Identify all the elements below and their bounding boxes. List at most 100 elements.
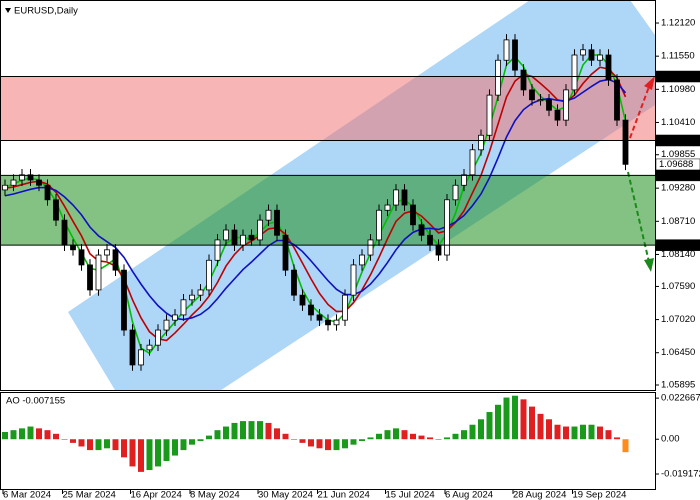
ao-bar: [316, 439, 323, 449]
ao-bar: [87, 439, 93, 451]
ao-bar: [189, 439, 195, 445]
x-tick-label: 25 Mar 2024: [63, 490, 116, 500]
candle-body: [299, 294, 306, 306]
level-badge: [655, 134, 700, 147]
main-frame: [0, 0, 656, 391]
ao-bar: [418, 435, 425, 440]
ao-bar: [554, 424, 561, 440]
candle-body: [469, 149, 476, 176]
level-label: 1.09500: [659, 170, 693, 181]
y-tick-label: 1.07590: [661, 281, 695, 292]
ao-bar: [78, 439, 85, 447]
candle-body: [410, 204, 416, 226]
ao-bar: [146, 439, 153, 471]
current-price-label: 1.09688: [659, 159, 693, 170]
ao-bar: [503, 397, 510, 440]
ao-bar: [121, 439, 127, 458]
candle-body: [614, 79, 620, 121]
y-tick-label: 1.12120: [661, 18, 695, 29]
candle-body: [206, 259, 212, 291]
level-badge: [655, 239, 700, 251]
candle-body: [367, 239, 374, 256]
candle-body: [452, 184, 459, 201]
x-tick-label: 21 Jun 2024: [318, 490, 370, 500]
y-tick-label: 1.08710: [661, 216, 695, 227]
ao-bar: [529, 406, 535, 440]
ao-bar: [461, 430, 467, 440]
candle-body: [622, 119, 629, 165]
candle-body: [308, 304, 314, 316]
candle-body: [163, 319, 170, 331]
menu-triangle: [5, 8, 11, 13]
ao-panel: [2, 395, 629, 472]
ao-bar: [172, 439, 178, 456]
candle-body: [554, 109, 561, 121]
candle-body: [393, 189, 399, 206]
candle-body: [10, 179, 17, 186]
ao-bar: [2, 431, 8, 440]
ao-bar: [325, 439, 331, 451]
ao-bar: [478, 419, 484, 440]
candle-body: [27, 174, 34, 181]
ao-bar: [27, 426, 34, 440]
candle-body: [597, 54, 603, 61]
ao-bar: [291, 439, 297, 440]
ao-bar: [10, 430, 17, 440]
ao-bar: [537, 413, 544, 440]
y-tick-label: 1.08140: [661, 249, 695, 260]
ao-bar: [469, 424, 476, 440]
ao-bar: [257, 421, 263, 440]
y-tick-label: 0.00: [661, 434, 680, 445]
candle-body: [444, 199, 450, 256]
candle-body: [53, 199, 59, 221]
arrow-head: [644, 76, 655, 90]
candle-body: [486, 94, 493, 136]
ao-bar: [427, 437, 433, 440]
x-tick-label: 6 Aug 2024: [445, 490, 493, 500]
current-price-badge: [655, 158, 700, 171]
candle-body: [70, 244, 76, 251]
candle-body: [588, 49, 595, 61]
x-tick-label: 6 Mar 2024: [3, 490, 51, 500]
ao-bar: [240, 421, 246, 440]
candle-body: [265, 209, 272, 221]
candle-body: [240, 234, 246, 246]
candle-body: [44, 184, 51, 201]
overlay: [0, 76, 655, 272]
ao-bar: [512, 395, 518, 440]
candle-body: [180, 299, 187, 316]
ao-bar: [248, 421, 255, 440]
candle-body: [376, 209, 382, 241]
ao-bar: [206, 435, 212, 440]
ao-bar: [129, 439, 136, 467]
candle-body: [197, 289, 204, 296]
candle-body: [418, 224, 425, 236]
y-tick-label: 1.10410: [661, 117, 695, 128]
x-tick-label: 8 May 2024: [190, 490, 240, 500]
x-tick-label: 30 May 2024: [258, 490, 313, 500]
moving-average: [4, 78, 627, 321]
ao-bar: [614, 437, 620, 440]
x-tick-label: 19 Sep 2024: [573, 490, 627, 500]
candle-body: [189, 294, 195, 301]
candle-body: [291, 269, 297, 296]
candle-body: [316, 314, 323, 321]
candle-body: [384, 204, 391, 211]
ao-bar: [350, 439, 357, 445]
candle-body: [512, 39, 518, 71]
candle-body: [520, 69, 527, 91]
candle-body: [435, 244, 442, 256]
y-tick-label: 1.11550: [661, 51, 695, 62]
candle-body: [214, 239, 221, 261]
candle-body: [359, 254, 365, 266]
ao-bar: [104, 439, 110, 449]
ao-bar: [44, 430, 51, 440]
ao-bar: [435, 439, 442, 440]
ao-bar: [61, 439, 68, 440]
candle-body: [138, 349, 144, 366]
ao-bar: [265, 422, 272, 440]
ao-bar: [138, 439, 144, 472]
ao-bar: [180, 439, 187, 451]
ao-bar: [367, 437, 374, 440]
candle-body: [605, 54, 612, 81]
